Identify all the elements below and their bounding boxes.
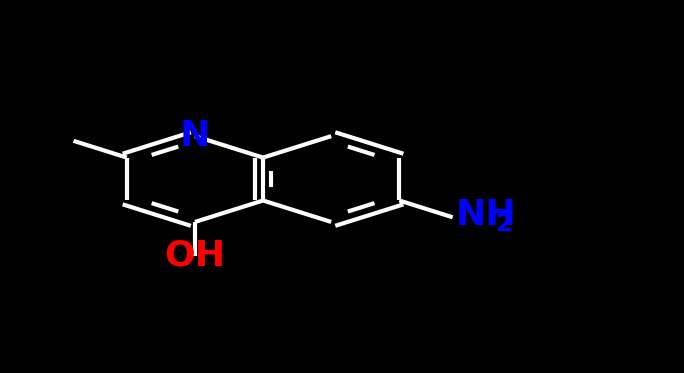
Text: OH: OH [164, 238, 226, 273]
Text: 2: 2 [496, 212, 513, 236]
Text: N: N [180, 119, 210, 153]
Text: NH: NH [456, 198, 517, 232]
